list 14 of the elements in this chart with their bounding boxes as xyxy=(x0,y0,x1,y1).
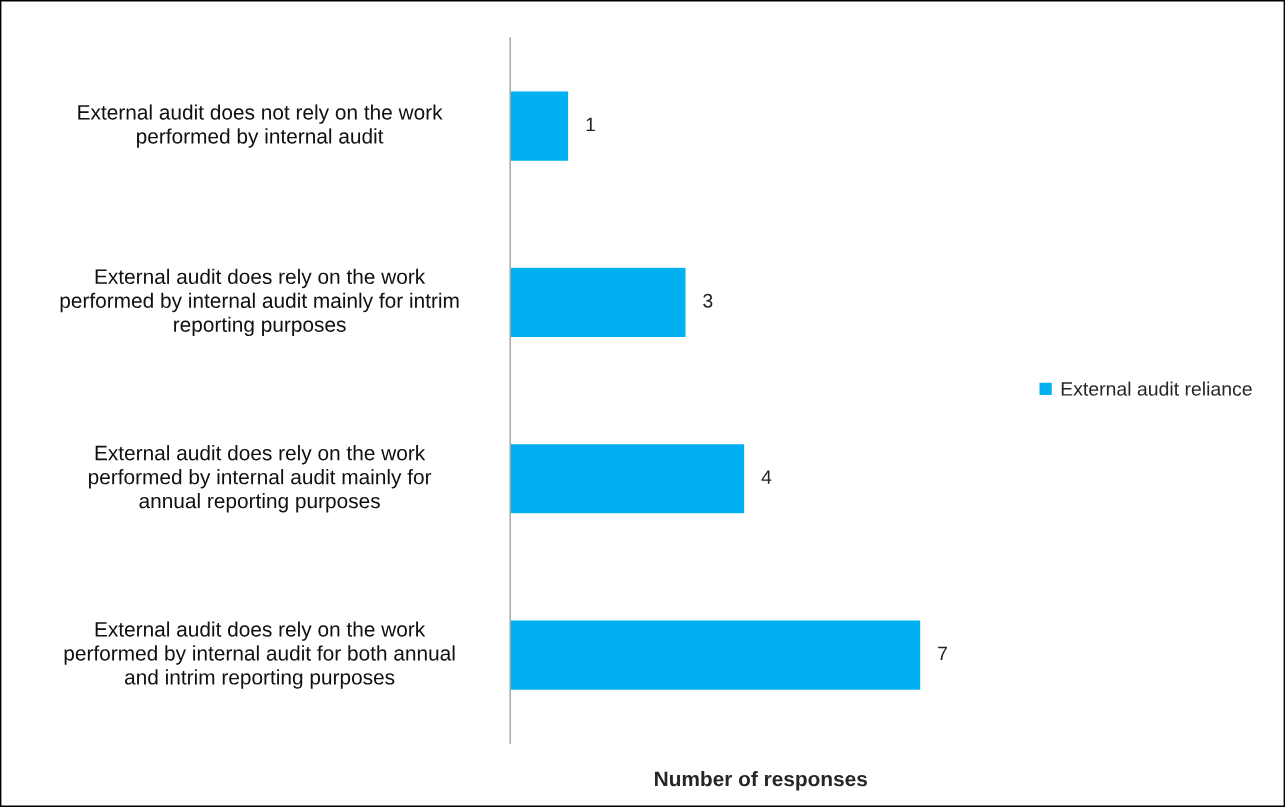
y-tick-label: External audit does rely on the work performed by internal audit for both annual and intrim reporting purposes xyxy=(64,621,455,689)
data-label: 3 xyxy=(703,293,713,308)
data-label: 7 xyxy=(938,646,947,661)
legend-label: External audit reliance xyxy=(1061,381,1252,396)
y-tick-label: External audit does rely on the work performed by internal audit mainly for intrim reporting purposes xyxy=(60,268,459,337)
bar xyxy=(510,266,687,339)
bar xyxy=(510,619,922,692)
y-tick-label: External audit does not rely on the work performed by internal audit xyxy=(78,104,443,148)
data-label: 1 xyxy=(586,117,595,132)
y-tick-label: External audit does rely on the work performed by internal audit mainly for annual reporting purposes xyxy=(88,445,432,513)
bar xyxy=(510,442,746,515)
x-axis-title: Number of responses xyxy=(655,771,867,791)
data-label: 4 xyxy=(761,470,772,484)
bar xyxy=(510,90,570,163)
